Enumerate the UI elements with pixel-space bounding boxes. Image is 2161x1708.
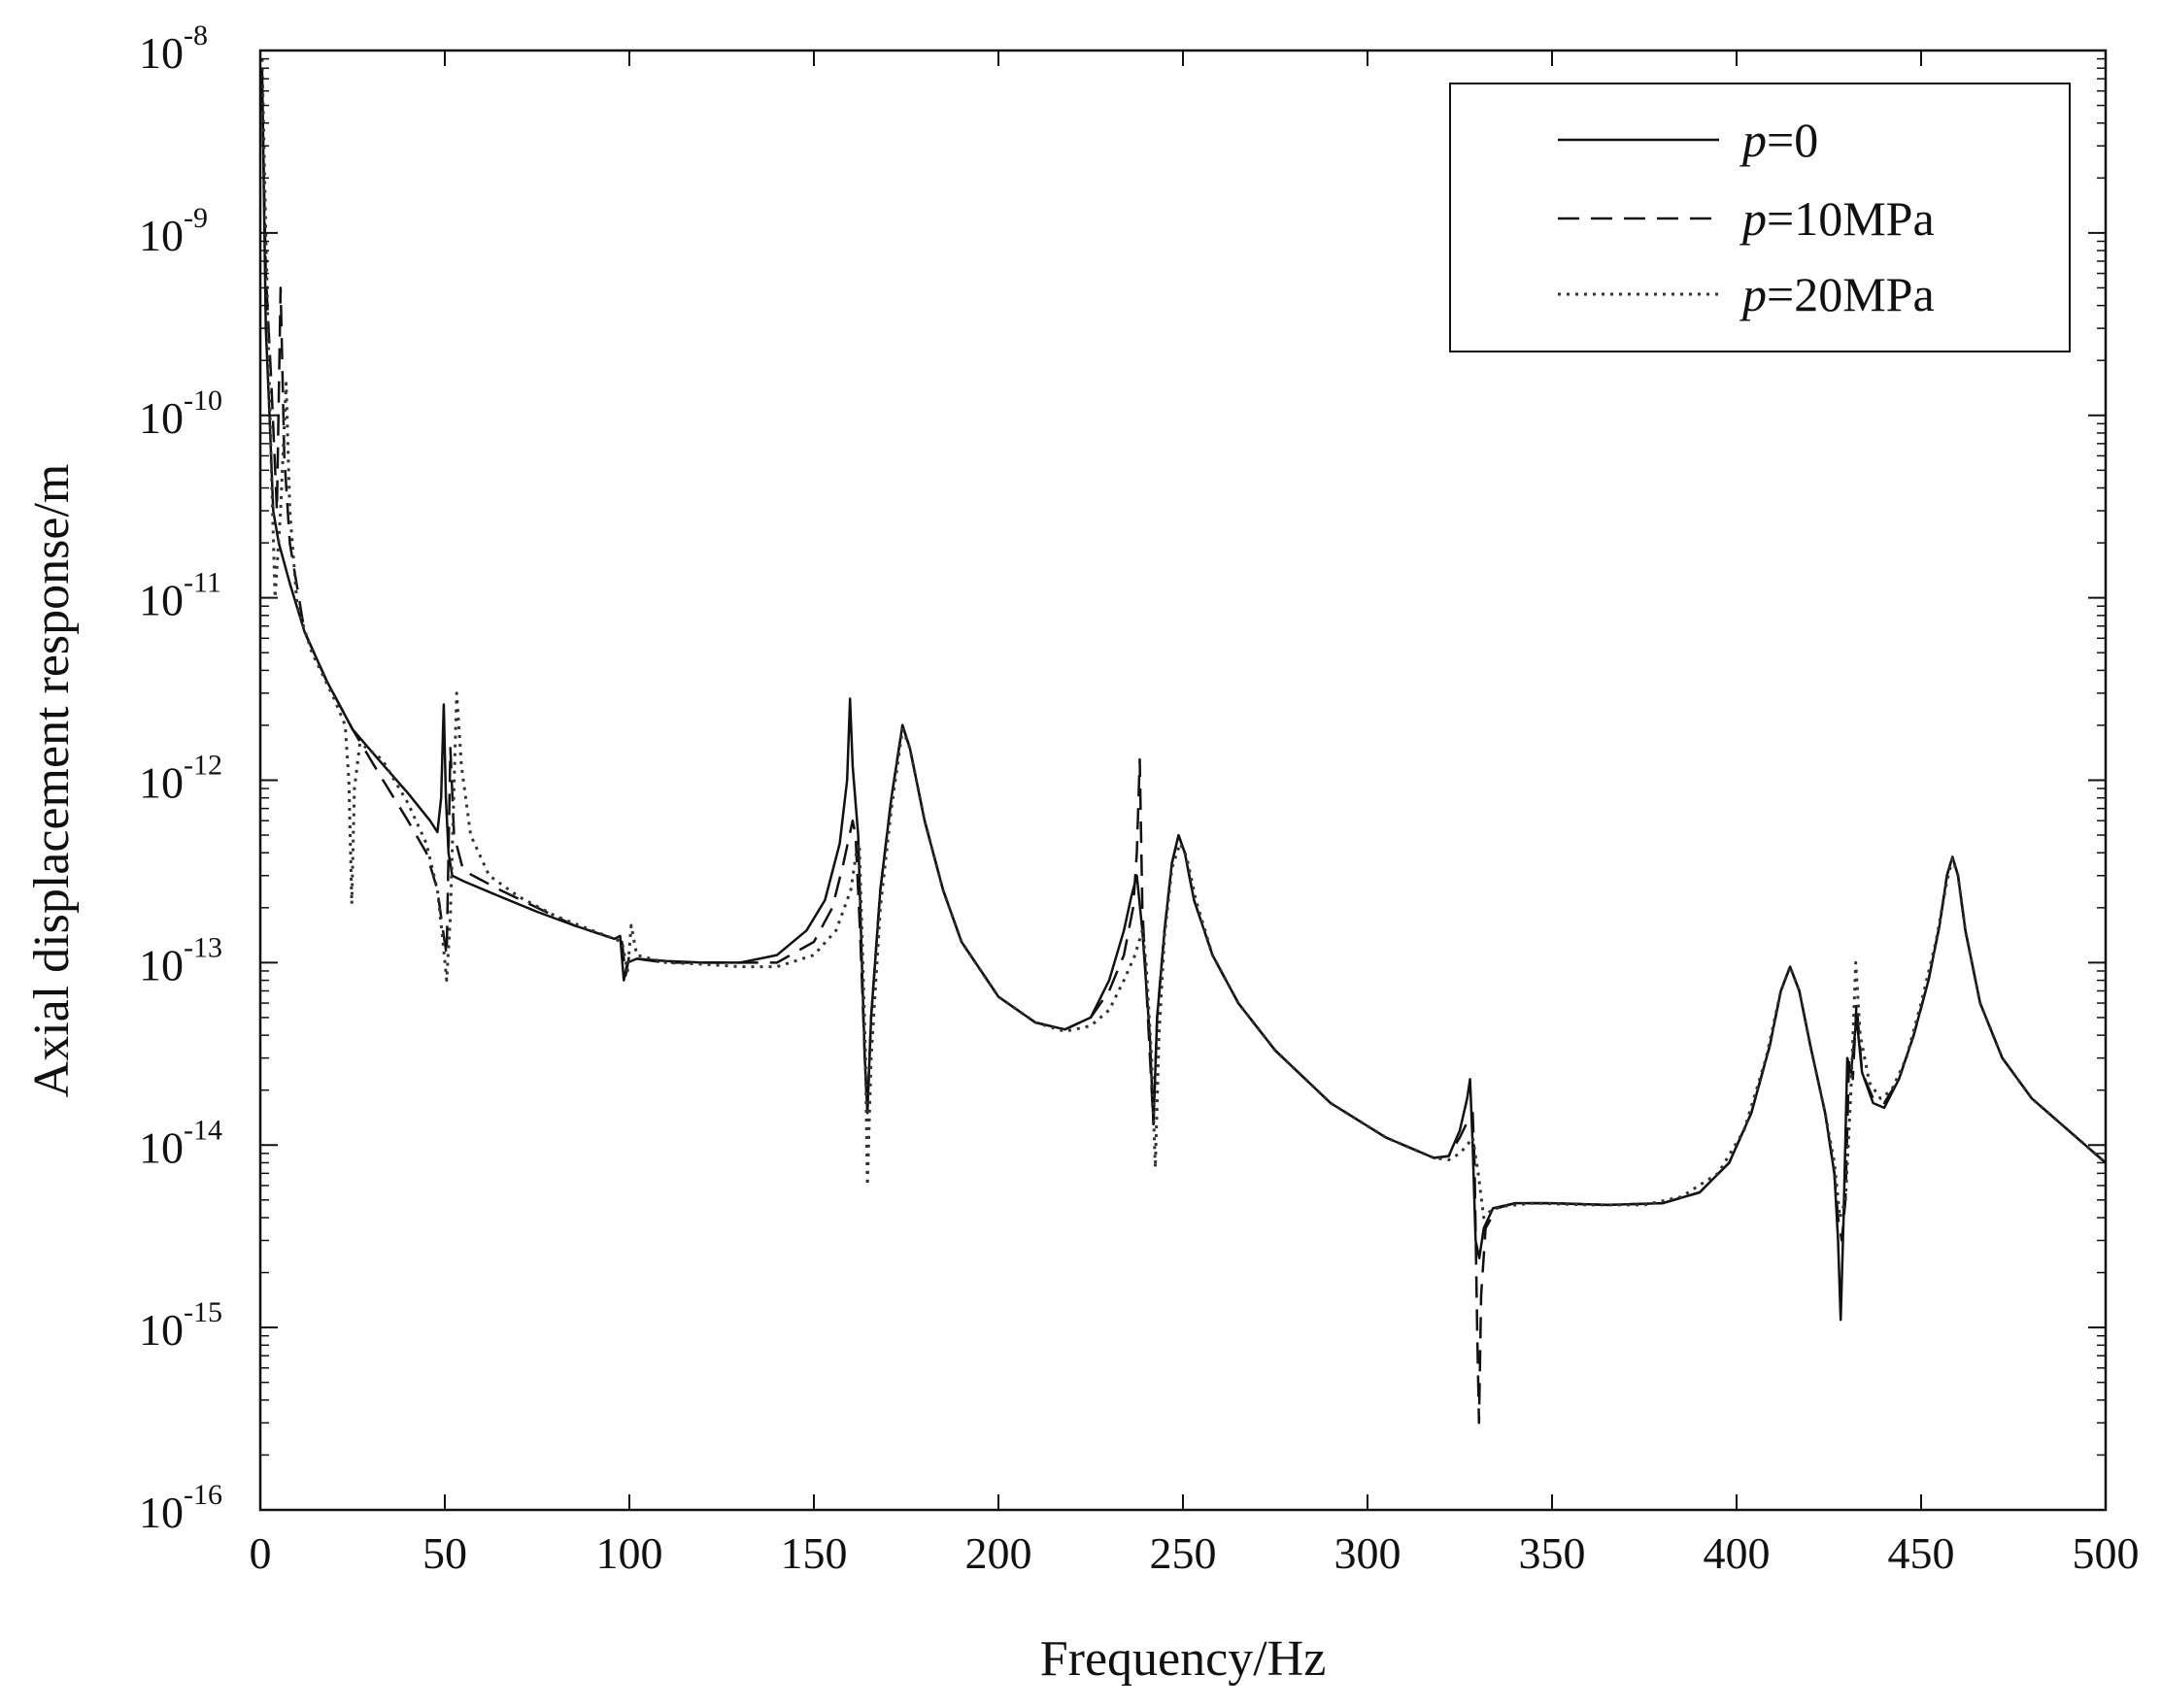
legend-box — [1449, 83, 2071, 352]
x-tick-label-1: 50 — [422, 1528, 467, 1578]
x-tick-label-9: 450 — [1888, 1528, 1955, 1578]
x-tick-label-0: 0 — [250, 1528, 272, 1578]
y-tick-label-3: 10-13 — [139, 931, 222, 989]
legend-label-0: p=0 — [1739, 113, 1818, 167]
x-tick-label-3: 150 — [781, 1528, 848, 1578]
y-axis-tick-labels: 10-16 10-15 10-14 10-13 10-12 10-11 10-10 10-9 1… — [139, 19, 222, 1537]
x-tick-label-4: 200 — [965, 1528, 1032, 1578]
y-tick-label-4: 10-12 — [139, 750, 222, 808]
x-tick-label-5: 250 — [1150, 1528, 1217, 1578]
x-tick-label-2: 100 — [596, 1528, 663, 1578]
series-line-1 — [260, 90, 2106, 1424]
y-tick-label-2: 10-14 — [139, 1114, 222, 1172]
y-tick-label-6: 10-10 — [139, 385, 222, 443]
plot-lines — [260, 58, 2106, 1424]
legend-label-1: p=10MPa — [1739, 191, 1935, 246]
y-tick-label-1: 10-15 — [139, 1296, 222, 1355]
x-axis-tick-labels: 0 50 100 150 200 250 300 350 400 450 500 — [250, 1528, 2140, 1578]
legend-label-2: p=20MPa — [1739, 267, 1935, 321]
y-axis-title: Axial displacement response/m — [24, 464, 80, 1098]
y-axis-ticks — [260, 50, 2106, 1511]
y-tick-label-7: 10-9 — [139, 202, 208, 260]
y-tick-label-0: 10-16 — [139, 1479, 222, 1537]
x-tick-label-10: 500 — [2073, 1528, 2140, 1578]
x-axis-title: Frequency/Hz — [1040, 1631, 1327, 1687]
x-axis-ticks — [259, 50, 2107, 1510]
y-tick-label-8: 10-8 — [139, 19, 208, 78]
x-tick-label-6: 300 — [1334, 1528, 1401, 1578]
y-tick-label-5: 10-11 — [139, 567, 221, 625]
series-line-2 — [260, 58, 2106, 1220]
x-tick-label-8: 400 — [1704, 1528, 1771, 1578]
plot-frame — [258, 49, 2108, 1512]
x-tick-label-7: 350 — [1519, 1528, 1586, 1578]
legend: p=0 p=10MPa p=20MPa — [1449, 83, 2071, 352]
